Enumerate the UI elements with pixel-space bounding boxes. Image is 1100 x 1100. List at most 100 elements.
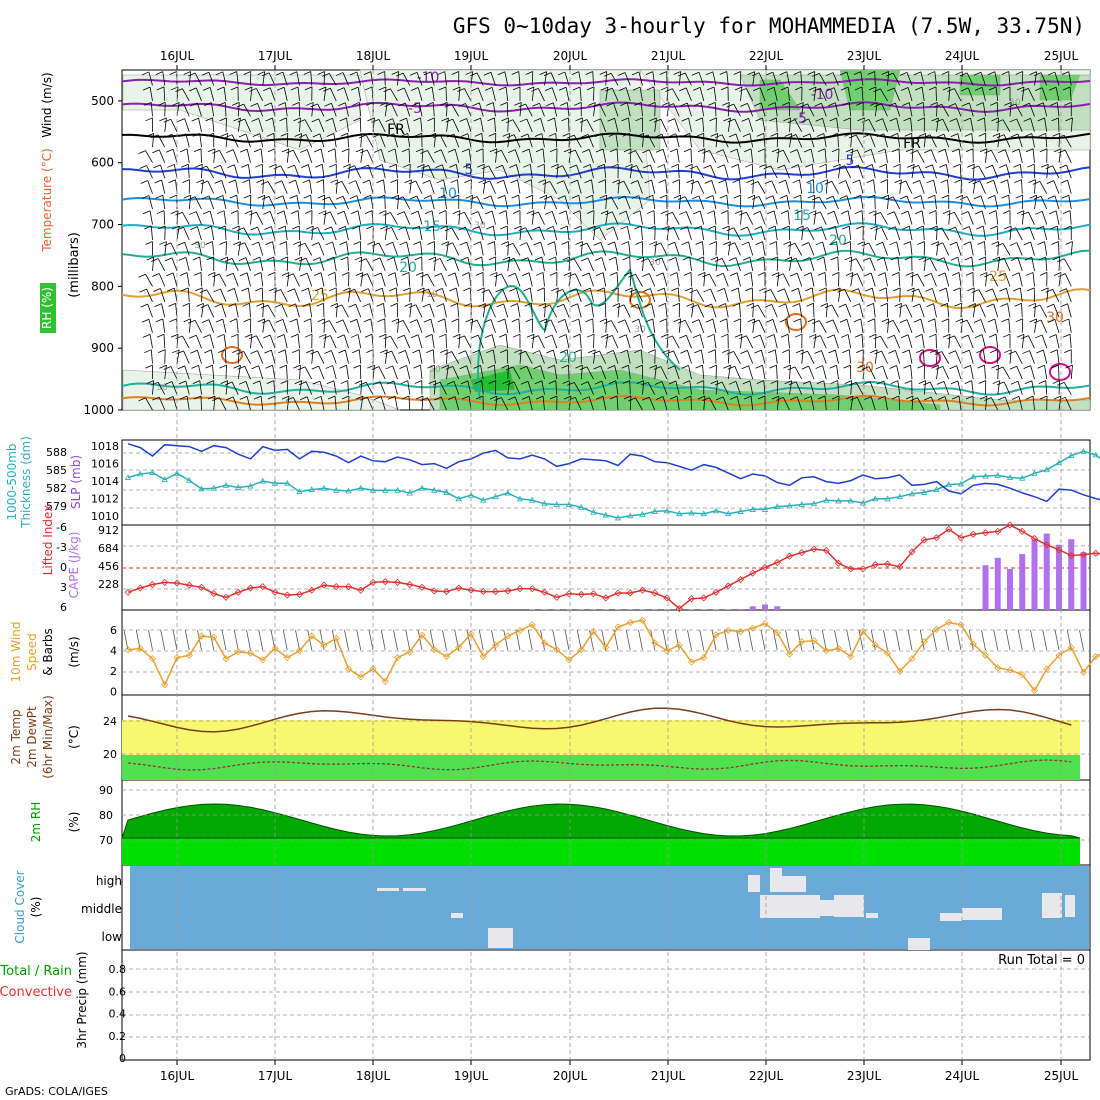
wind-barb <box>183 350 190 364</box>
wind-barb-flag <box>424 210 433 215</box>
wind-barb <box>306 149 313 163</box>
wind-barb-flag <box>526 210 535 215</box>
wind-barb <box>418 349 423 364</box>
wind-barb-flag <box>727 118 735 123</box>
wind-barb-flag <box>400 380 408 385</box>
wind-barb <box>747 350 754 364</box>
wind-barb <box>421 148 424 163</box>
wind-barb <box>771 304 778 318</box>
wind-barb <box>689 256 692 271</box>
wind-barb <box>955 226 962 241</box>
wind-barb-flag <box>996 257 1005 262</box>
wind-barb-flag <box>783 117 791 122</box>
wind-barb <box>408 272 411 287</box>
wind-barb <box>432 226 435 241</box>
wind-barb <box>286 272 290 287</box>
contour-label: 20 <box>829 233 847 249</box>
wind-barb <box>1032 148 1035 163</box>
wind-barb-flag <box>1047 195 1056 200</box>
wind-barb-flag <box>237 118 245 123</box>
wind-barb <box>206 289 215 303</box>
lifted-index-point <box>369 578 377 586</box>
wind-barb-flag <box>815 365 823 369</box>
wind-barb-flag <box>347 288 355 293</box>
wind-barb <box>299 380 303 395</box>
wind-barb-flag <box>339 241 347 245</box>
wind-barb <box>958 396 962 411</box>
wind-barb-flag <box>572 210 581 214</box>
wind-barb-flag <box>349 71 358 76</box>
wind-speed-point <box>1018 671 1026 679</box>
wind-barb-flag <box>828 349 836 354</box>
wind-barb <box>158 273 166 287</box>
lifted-index-point <box>308 586 316 594</box>
wind-barb <box>152 256 155 271</box>
wind-barb-flag <box>298 381 307 386</box>
slp-tick: 1016 <box>91 458 119 471</box>
wind-barb-flag <box>955 71 963 75</box>
wind-barb-flag <box>373 272 382 277</box>
lifted-index-point <box>1018 527 1026 535</box>
wind-barb <box>504 318 509 333</box>
wind-barb <box>403 211 411 225</box>
wind-barb-flag <box>415 272 424 276</box>
wind-barb-flag <box>585 318 593 323</box>
wind-barb-flag <box>593 365 601 370</box>
wind-barb-flag <box>689 165 697 170</box>
surface-barb <box>527 629 533 651</box>
wind-barb-flag <box>464 179 472 184</box>
wind-barb <box>934 318 937 333</box>
thickness-point <box>835 497 842 504</box>
wind-barb <box>188 318 192 333</box>
wind-speed-point <box>369 665 377 673</box>
wind-barb <box>305 257 313 272</box>
wind-barb-flag <box>1041 163 1049 168</box>
wind-barb-flag <box>278 225 286 230</box>
wind-barb <box>771 180 778 194</box>
wind-barb <box>770 165 778 179</box>
wind-barb-flag <box>655 148 664 153</box>
wind-barb <box>150 102 153 117</box>
wind-barb <box>395 287 398 302</box>
wind-barb <box>184 118 190 132</box>
wind-barb-flag <box>227 287 235 292</box>
slp-tick: 1012 <box>91 493 119 506</box>
wind-barb-flag <box>312 257 321 261</box>
lifted-index-point <box>761 563 769 572</box>
wind-barb <box>602 272 607 287</box>
wind-barb-flag <box>679 211 687 215</box>
wind-barb <box>748 118 754 132</box>
wind-barb <box>611 211 619 225</box>
wind-barb <box>455 287 460 302</box>
wind-barb-flag <box>708 225 716 230</box>
wind-barb <box>208 72 215 86</box>
wind-barb <box>789 241 791 256</box>
wind-barb-flag <box>539 194 547 199</box>
wind-barb-flag <box>290 86 299 91</box>
wind-barb-flag <box>512 210 521 214</box>
wind-barb-flag <box>242 302 250 307</box>
wind-barb <box>540 241 545 256</box>
wind-barb <box>397 318 400 333</box>
wind-barb-flag <box>733 194 741 199</box>
wind-barb-flag <box>172 349 180 354</box>
wind-barb-flag <box>230 86 239 91</box>
wind-barb <box>304 243 313 256</box>
wind-barb-flag <box>709 117 717 122</box>
wind-barb <box>527 257 533 272</box>
wind-barb-flag <box>471 211 479 215</box>
wind-barb-flag <box>612 179 620 184</box>
lifted-index-point <box>687 595 696 603</box>
wind-barb-flag <box>1009 365 1017 370</box>
upper-ytick: 1000 <box>83 403 114 417</box>
wind-barb-flag <box>622 380 630 384</box>
wind-barb-flag <box>719 318 727 323</box>
wind-barb <box>859 179 864 194</box>
wind-barb-flag <box>1065 364 1073 369</box>
wind-barb-flag <box>495 164 503 169</box>
surface-barb <box>674 629 680 651</box>
wind-barb-flag <box>181 163 189 168</box>
wind-barb <box>272 117 276 132</box>
wind-barb <box>734 242 741 256</box>
wind-barb <box>311 226 314 241</box>
